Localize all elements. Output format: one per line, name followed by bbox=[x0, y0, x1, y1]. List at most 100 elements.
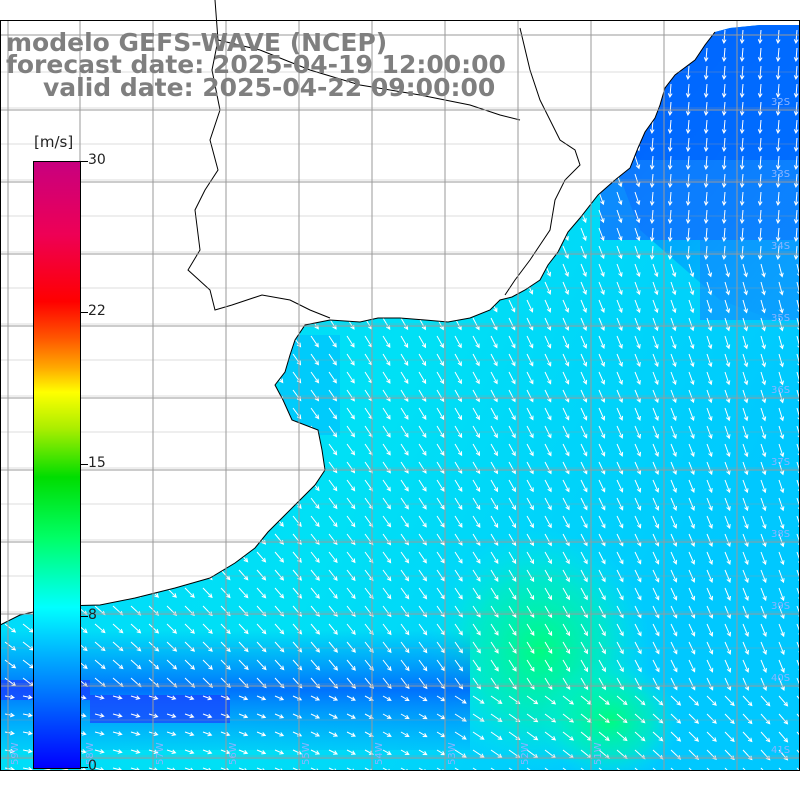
wind-arrow bbox=[634, 227, 641, 242]
wind-arrow bbox=[649, 245, 655, 261]
lon-label: 58W bbox=[85, 742, 96, 765]
wind-arrow bbox=[721, 245, 727, 261]
wind-arrow bbox=[652, 695, 664, 706]
wind-arrow bbox=[256, 569, 267, 581]
wind-arrow bbox=[634, 497, 642, 511]
wind-arrow bbox=[490, 749, 503, 758]
wind-arrow bbox=[598, 461, 606, 475]
wind-arrow bbox=[580, 767, 592, 770]
wind-arrow bbox=[400, 695, 410, 702]
wind-arrow bbox=[562, 461, 570, 475]
lon-label: 54W bbox=[374, 742, 385, 765]
wind-arrow bbox=[793, 65, 799, 81]
wind-arrow bbox=[739, 227, 745, 243]
wind-arrow bbox=[436, 767, 446, 770]
wind-arrow bbox=[652, 551, 660, 565]
wind-arrow bbox=[346, 497, 356, 510]
wind-arrow bbox=[22, 694, 33, 700]
wind-arrow bbox=[544, 659, 553, 672]
wind-arrow bbox=[130, 623, 142, 634]
wind-arrow bbox=[760, 263, 766, 278]
wind-arrow bbox=[685, 245, 691, 261]
wind-arrow bbox=[775, 245, 781, 261]
wind-arrow bbox=[418, 767, 428, 770]
wind-arrow bbox=[562, 767, 575, 770]
wind-arrow bbox=[616, 353, 623, 367]
wind-arrow bbox=[400, 407, 409, 420]
wind-arrow bbox=[724, 263, 730, 278]
wind-arrow bbox=[652, 407, 659, 421]
wind-arrow bbox=[130, 731, 141, 736]
wind-arrow bbox=[472, 695, 485, 704]
wind-arrow bbox=[526, 551, 535, 565]
wind-arrow bbox=[652, 767, 664, 770]
wind-arrow bbox=[616, 641, 624, 655]
wind-arrow bbox=[346, 731, 356, 737]
wind-arrow bbox=[436, 371, 445, 385]
wind-arrow bbox=[562, 299, 569, 313]
wind-arrow bbox=[616, 623, 624, 637]
wind-arrow bbox=[436, 389, 445, 403]
wind-arrow bbox=[580, 317, 587, 331]
wind-arrow bbox=[580, 551, 588, 565]
lat-label: 36S bbox=[771, 385, 790, 396]
lon-label: 51W bbox=[593, 742, 604, 765]
wind-arrow bbox=[436, 335, 444, 349]
wind-arrow bbox=[688, 767, 700, 770]
wind-arrow bbox=[703, 209, 709, 225]
wind-arrow bbox=[544, 641, 553, 655]
wind-arrow bbox=[616, 479, 624, 493]
wind-arrow bbox=[706, 389, 713, 404]
wind-arrow bbox=[598, 245, 605, 260]
wind-arrow bbox=[634, 371, 641, 385]
wind-arrow bbox=[775, 29, 781, 45]
wind-arrow bbox=[796, 461, 800, 476]
lon-label: 53W bbox=[447, 742, 458, 765]
wind-arrow bbox=[130, 659, 142, 670]
wind-arrow bbox=[760, 767, 771, 770]
wind-arrow bbox=[256, 713, 267, 719]
wind-arrow bbox=[472, 731, 485, 740]
wind-arrow bbox=[652, 677, 660, 691]
wind-arrow bbox=[382, 371, 391, 384]
wind-arrow bbox=[703, 101, 709, 117]
wind-arrow bbox=[490, 425, 498, 439]
wind-arrow bbox=[670, 731, 682, 742]
wind-arrow bbox=[688, 659, 696, 673]
wind-arrow bbox=[721, 155, 727, 171]
wind-arrow bbox=[724, 389, 731, 404]
wind-arrow bbox=[382, 425, 391, 438]
wind-arrow bbox=[418, 515, 427, 528]
wind-arrow bbox=[346, 425, 355, 438]
lat-label: 32S bbox=[771, 97, 790, 108]
wind-arrow bbox=[598, 353, 605, 367]
wind-arrow bbox=[130, 713, 141, 718]
wind-arrow bbox=[346, 623, 356, 636]
wind-arrow bbox=[346, 641, 356, 653]
wind-arrow bbox=[598, 335, 605, 349]
wind-arrow bbox=[526, 371, 534, 385]
wind-arrow bbox=[688, 731, 700, 742]
wind-arrow bbox=[580, 461, 588, 475]
wind-arrow bbox=[490, 335, 498, 349]
lon-label: 57W bbox=[155, 742, 166, 765]
wind-arrow bbox=[508, 371, 516, 385]
wind-arrow bbox=[616, 389, 623, 403]
wind-arrow bbox=[598, 227, 605, 242]
lat-label: 37S bbox=[771, 457, 790, 468]
wind-arrow bbox=[670, 605, 678, 619]
wind-arrow bbox=[454, 551, 463, 564]
wind-arrow bbox=[526, 461, 534, 475]
wind-arrow bbox=[670, 641, 678, 655]
wind-arrow bbox=[778, 497, 785, 512]
wind-arrow bbox=[382, 497, 391, 510]
wind-arrow bbox=[346, 353, 355, 366]
wind-arrow bbox=[778, 677, 785, 691]
wind-arrow bbox=[256, 641, 267, 653]
wind-arrow bbox=[742, 641, 749, 655]
wind-arrow bbox=[652, 281, 659, 296]
wind-arrow bbox=[706, 407, 713, 422]
wind-arrow bbox=[724, 641, 732, 655]
wind-arrow bbox=[724, 353, 731, 368]
wind-arrow bbox=[688, 677, 696, 691]
